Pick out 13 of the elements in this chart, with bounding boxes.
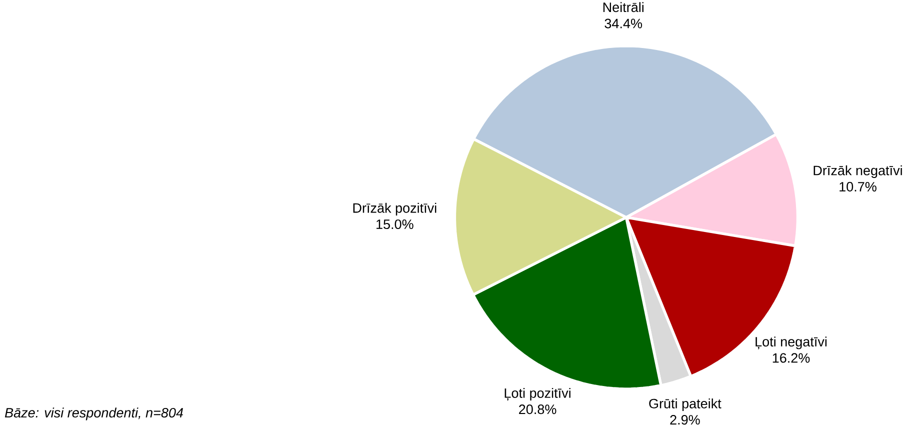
data-label: 34.4% — [604, 18, 642, 28]
text: Bāze: visi respondenti, n=804 — [4, 408, 183, 420]
slice-label: Drīzāk negatīvi — [814, 165, 902, 178]
data-label: 15.0% — [376, 220, 414, 230]
data-label: 20.8% — [519, 404, 556, 414]
slice-label: Ļoti pozitīvi — [504, 388, 570, 401]
data-label: 2.9% — [670, 415, 700, 425]
slice-label: Neitrāli — [603, 2, 644, 12]
data-label: 10.7% — [840, 182, 876, 192]
data-label: 16.2% — [772, 353, 810, 363]
slice-label: Grūti pateikt — [649, 398, 722, 412]
slice-label: Ļoti negatīvi — [756, 336, 827, 350]
slice-label: Drīzāk pozitīvi — [353, 202, 436, 216]
